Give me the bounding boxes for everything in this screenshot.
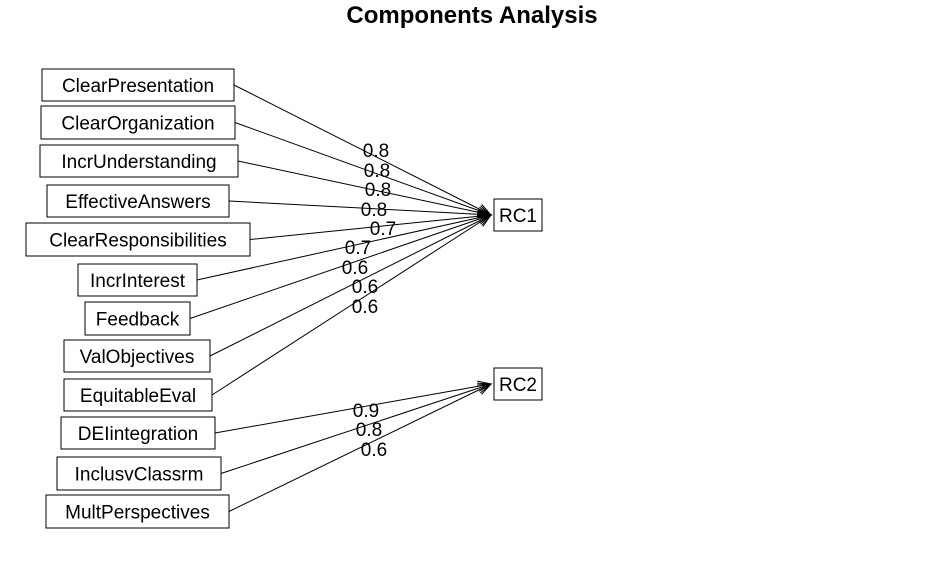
edge-line <box>228 383 492 512</box>
loading-value-clear-responsibilities: 0.7 <box>370 219 396 240</box>
variable-box <box>45 494 230 529</box>
variable-node-feedback: Feedback <box>84 301 191 336</box>
component-node-rc1: RC1 <box>493 198 543 232</box>
variable-label: MultPerspectives <box>65 503 210 524</box>
component-label: RC2 <box>499 375 537 396</box>
edge-line <box>249 214 492 240</box>
component-box <box>493 198 543 232</box>
loading-value-incr-interest: 0.7 <box>345 238 371 259</box>
variable-box <box>56 456 222 491</box>
edge-line <box>189 214 492 319</box>
edge-line <box>209 214 492 357</box>
variable-node-mult-perspectives: MultPerspectives <box>45 494 230 529</box>
variable-label: DEIintegration <box>78 424 198 445</box>
arrowhead <box>477 383 493 395</box>
edge-line <box>234 122 492 216</box>
component-nodes: RC1 RC2 <box>493 198 543 401</box>
variable-box <box>46 184 230 218</box>
variable-nodes: ClearPresentation ClearOrganization IncrUn… <box>25 68 251 529</box>
component-node-rc2: RC2 <box>493 367 543 401</box>
variable-node-clear-presentation: ClearPresentation <box>41 68 235 102</box>
variable-box <box>63 378 213 412</box>
variable-node-incr-understanding: IncrUnderstanding <box>39 144 239 178</box>
edge-line <box>214 383 492 434</box>
edge-line <box>237 160 492 216</box>
variable-label: EffectiveAnswers <box>65 192 210 213</box>
loading-edge-val-objectives <box>209 214 493 357</box>
variable-label: ClearPresentation <box>62 76 214 97</box>
loading-edge-mult-perspectives <box>228 383 493 512</box>
variable-box <box>84 301 191 336</box>
variable-box <box>77 263 198 297</box>
variable-box <box>41 68 235 102</box>
variable-box <box>39 144 239 178</box>
variable-label: EquitableEval <box>80 386 196 407</box>
edge-line <box>211 214 492 396</box>
loading-value-incr-understanding: 0.8 <box>365 180 391 201</box>
edge-line <box>196 214 492 281</box>
variable-label: ClearOrganization <box>61 114 214 135</box>
variable-node-val-objectives: ValObjectives <box>63 339 211 373</box>
variable-box <box>60 416 216 450</box>
variable-label: Feedback <box>96 310 180 331</box>
component-box <box>493 367 543 401</box>
loading-value-clear-organization: 0.8 <box>364 161 390 182</box>
variable-label: ValObjectives <box>80 347 195 368</box>
variable-node-deiintegration: DEIintegration <box>60 416 216 450</box>
loading-value-deiintegration: 0.9 <box>353 401 379 422</box>
variable-label: ClearResponsibilities <box>49 231 226 252</box>
loading-value-mult-perspectives: 0.6 <box>361 440 387 461</box>
loading-edge-equitable-eval <box>211 214 493 396</box>
loading-labels: 0.80.80.80.80.70.70.60.60.60.90.80.6 <box>342 141 396 461</box>
loading-value-effective-answers: 0.8 <box>361 200 387 221</box>
variable-label: InclusvClassrm <box>75 465 204 486</box>
diagram-title: Components Analysis <box>346 2 597 29</box>
variable-node-clear-responsibilities: ClearResponsibilities <box>25 222 251 257</box>
variable-node-inclusv-classrm: InclusvClassrm <box>56 456 222 491</box>
loading-value-clear-presentation: 0.8 <box>363 141 389 162</box>
component-label: RC1 <box>499 206 537 227</box>
loading-value-inclusv-classrm: 0.8 <box>356 420 382 441</box>
loading-edges <box>189 84 493 512</box>
arrowhead <box>477 214 493 227</box>
edge-line <box>228 200 492 216</box>
variable-label: IncrUnderstanding <box>61 152 216 173</box>
variable-node-clear-organization: ClearOrganization <box>40 105 236 140</box>
variable-box <box>40 105 236 140</box>
loading-value-val-objectives: 0.6 <box>352 277 378 298</box>
variable-node-equitable-eval: EquitableEval <box>63 378 213 412</box>
variable-node-effective-answers: EffectiveAnswers <box>46 184 230 218</box>
loading-value-feedback: 0.6 <box>342 258 368 279</box>
variable-box <box>25 222 251 257</box>
variable-node-incr-interest: IncrInterest <box>77 263 198 297</box>
variable-label: IncrInterest <box>90 271 186 292</box>
edge-line <box>233 84 492 216</box>
edge-line <box>220 383 492 474</box>
variable-box <box>63 339 211 373</box>
loading-value-equitable-eval: 0.6 <box>352 297 378 318</box>
